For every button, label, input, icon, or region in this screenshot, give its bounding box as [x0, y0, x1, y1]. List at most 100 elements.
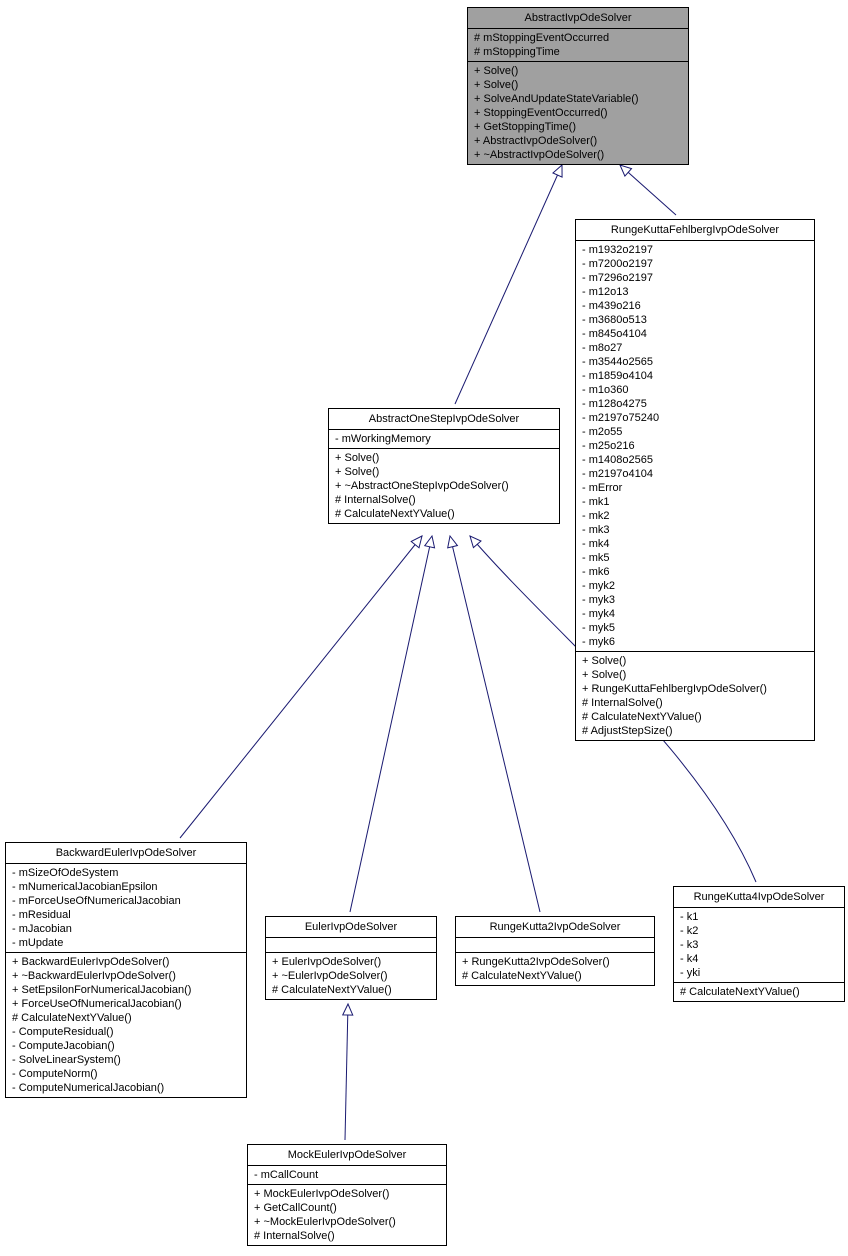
class-AbstractOneStepIvpOdeSolver[interactable]: AbstractOneStepIvpOdeSolver - mWorkingMem…: [328, 408, 560, 524]
attribute-row: - mk5: [582, 551, 808, 565]
class-BackwardEulerIvpOdeSolver[interactable]: BackwardEulerIvpOdeSolver- mSizeOfOdeSys…: [5, 842, 247, 1098]
operation-row: - ComputeResidual(): [12, 1025, 240, 1039]
attribute-row: - myk2: [582, 579, 808, 593]
operation-row: + ~AbstractOneStepIvpOdeSolver(): [335, 479, 553, 493]
class-RungeKuttaFehlbergIvpOdeSolver[interactable]: RungeKuttaFehlbergIvpOdeSolver - m1932o21…: [575, 219, 815, 741]
operation-row: + AbstractIvpOdeSolver(): [474, 134, 682, 148]
attribute-row: - mNumericalJacobianEpsilon: [12, 880, 240, 894]
class-operations: # CalculateNextYValue(): [674, 983, 844, 1001]
attribute-row: - myk3: [582, 593, 808, 607]
operation-row: # AdjustStepSize(): [582, 724, 808, 738]
operation-row: + StoppingEventOccurred(): [474, 106, 682, 120]
class-title[interactable]: MockEulerIvpOdeSolver: [248, 1145, 446, 1166]
attribute-row: # mStoppingTime: [474, 45, 682, 59]
operation-row: # CalculateNextYValue(): [12, 1011, 240, 1025]
operation-row: - SolveLinearSystem(): [12, 1053, 240, 1067]
operation-row: + ~AbstractIvpOdeSolver(): [474, 148, 682, 162]
attribute-row: - mCallCount: [254, 1168, 440, 1182]
attribute-row: - mSizeOfOdeSystem: [12, 866, 240, 880]
uml-canvas: AbstractIvpOdeSolver# mStoppingEventOccu…: [0, 0, 848, 1256]
class-attributes: - mSizeOfOdeSystem- mNumericalJacobianEp…: [6, 864, 246, 953]
attribute-row: - myk5: [582, 621, 808, 635]
operation-row: + Solve(): [582, 654, 808, 668]
operation-row: + ForceUseOfNumericalJacobian(): [12, 997, 240, 1011]
operation-row: + ~MockEulerIvpOdeSolver(): [254, 1215, 440, 1229]
inheritance-edge: [350, 536, 432, 912]
attribute-row: # mStoppingEventOccurred: [474, 31, 682, 45]
class-attributes: [456, 938, 654, 953]
operation-row: # InternalSolve(): [582, 696, 808, 710]
class-attributes: [266, 938, 436, 953]
class-MockEulerIvpOdeSolver[interactable]: MockEulerIvpOdeSolver - mCallCount + MockE…: [247, 1144, 447, 1246]
class-AbstractIvpOdeSolver[interactable]: AbstractIvpOdeSolver# mStoppingEventOccu…: [467, 7, 689, 165]
class-RungeKutta4IvpOdeSolver[interactable]: RungeKutta4IvpOdeSolver- k1- k2- k3- k4-…: [673, 886, 845, 1002]
class-title[interactable]: AbstractIvpOdeSolver: [468, 8, 688, 29]
attribute-row: - m128o4275: [582, 397, 808, 411]
operation-row: + SolveAndUpdateStateVariable(): [474, 92, 682, 106]
attribute-row: - m25o216: [582, 439, 808, 453]
class-EulerIvpOdeSolver[interactable]: EulerIvpOdeSolver + EulerIvpOdeSolver()+ …: [265, 916, 437, 1000]
attribute-row: - m3544o2565: [582, 355, 808, 369]
attribute-row: - m2o55: [582, 425, 808, 439]
attribute-row: - m1932o2197: [582, 243, 808, 257]
operation-row: + BackwardEulerIvpOdeSolver(): [12, 955, 240, 969]
attribute-row: - k3: [680, 938, 838, 952]
attribute-row: - myk4: [582, 607, 808, 621]
class-operations: + Solve()+ Solve()+ RungeKuttaFehlbergIv…: [576, 652, 814, 740]
operation-row: + Solve(): [474, 64, 682, 78]
attribute-row: - mk1: [582, 495, 808, 509]
attribute-row: - myk6: [582, 635, 808, 649]
inheritance-edge: [345, 1004, 348, 1140]
class-attributes: - mCallCount: [248, 1166, 446, 1185]
operation-row: + RungeKutta2IvpOdeSolver(): [462, 955, 648, 969]
attribute-row: - mJacobian: [12, 922, 240, 936]
operation-row: + Solve(): [582, 668, 808, 682]
operation-row: + GetCallCount(): [254, 1201, 440, 1215]
attribute-row: - mk3: [582, 523, 808, 537]
operation-row: + MockEulerIvpOdeSolver(): [254, 1187, 440, 1201]
attribute-row: - m1408o2565: [582, 453, 808, 467]
attribute-row: - mk4: [582, 537, 808, 551]
class-attributes: - mWorkingMemory: [329, 430, 559, 449]
class-operations: + EulerIvpOdeSolver()+ ~EulerIvpOdeSolve…: [266, 953, 436, 999]
operation-row: # CalculateNextYValue(): [680, 985, 838, 999]
class-title[interactable]: RungeKutta2IvpOdeSolver: [456, 917, 654, 938]
attribute-row: - mWorkingMemory: [335, 432, 553, 446]
operation-row: + EulerIvpOdeSolver(): [272, 955, 430, 969]
attribute-row: - mResidual: [12, 908, 240, 922]
operation-row: + Solve(): [474, 78, 682, 92]
operation-row: - ComputeJacobian(): [12, 1039, 240, 1053]
class-RungeKutta2IvpOdeSolver[interactable]: RungeKutta2IvpOdeSolver + RungeKutta2IvpO…: [455, 916, 655, 986]
inheritance-edge: [620, 165, 676, 215]
class-attributes: - k1- k2- k3- k4- yki: [674, 908, 844, 983]
operation-row: # CalculateNextYValue(): [335, 507, 553, 521]
operation-row: - ComputeNorm(): [12, 1067, 240, 1081]
attribute-row: - k2: [680, 924, 838, 938]
attribute-row: - k4: [680, 952, 838, 966]
attribute-row: - mError: [582, 481, 808, 495]
attribute-row: - m2197o4104: [582, 467, 808, 481]
attribute-row: - m439o216: [582, 299, 808, 313]
operation-row: # CalculateNextYValue(): [582, 710, 808, 724]
attribute-row: - mk2: [582, 509, 808, 523]
class-title[interactable]: EulerIvpOdeSolver: [266, 917, 436, 938]
operation-row: # InternalSolve(): [254, 1229, 440, 1243]
class-operations: + RungeKutta2IvpOdeSolver()# CalculateNe…: [456, 953, 654, 985]
attribute-row: - yki: [680, 966, 838, 980]
class-title[interactable]: RungeKutta4IvpOdeSolver: [674, 887, 844, 908]
operation-row: # CalculateNextYValue(): [462, 969, 648, 983]
class-title[interactable]: AbstractOneStepIvpOdeSolver: [329, 409, 559, 430]
attribute-row: - m8o27: [582, 341, 808, 355]
class-operations: + BackwardEulerIvpOdeSolver()+ ~Backward…: [6, 953, 246, 1097]
attribute-row: - m7200o2197: [582, 257, 808, 271]
attribute-row: - m7296o2197: [582, 271, 808, 285]
attribute-row: - m1o360: [582, 383, 808, 397]
attribute-row: - m845o4104: [582, 327, 808, 341]
class-attributes: # mStoppingEventOccurred# mStoppingTime: [468, 29, 688, 62]
class-title[interactable]: RungeKuttaFehlbergIvpOdeSolver: [576, 220, 814, 241]
class-title[interactable]: BackwardEulerIvpOdeSolver: [6, 843, 246, 864]
attribute-row: - m12o13: [582, 285, 808, 299]
attribute-row: - m3680o513: [582, 313, 808, 327]
operation-row: + GetStoppingTime(): [474, 120, 682, 134]
attribute-row: - m2197o75240: [582, 411, 808, 425]
